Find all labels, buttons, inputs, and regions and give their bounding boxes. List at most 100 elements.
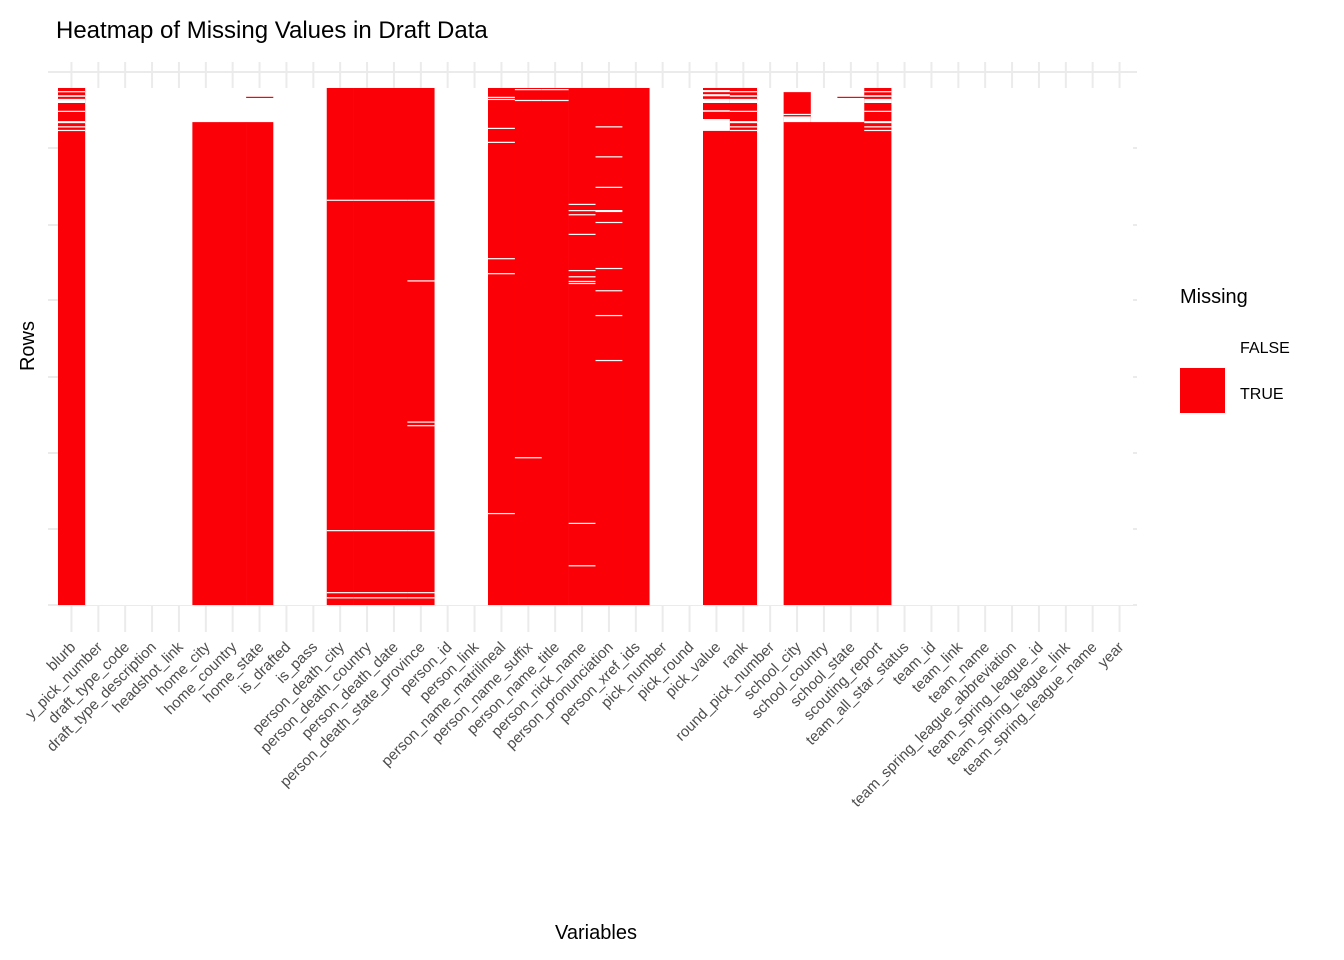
missing-tile-school_state bbox=[837, 122, 865, 605]
present-gap bbox=[407, 199, 435, 201]
present-gap bbox=[568, 522, 596, 524]
x-axis-labels: blurby_pick_numberdraft_type_codedraft_t… bbox=[22, 638, 1127, 810]
missing-tile-school_city bbox=[783, 92, 811, 606]
legend-label-true: TRUE bbox=[1240, 386, 1284, 403]
present-gap bbox=[58, 110, 86, 112]
present-gap bbox=[380, 592, 408, 594]
missing-tile-person_name_suffix bbox=[514, 88, 543, 605]
present-gap bbox=[514, 457, 543, 459]
present-gap bbox=[407, 592, 435, 594]
present-gap bbox=[326, 199, 354, 201]
present-gap bbox=[407, 421, 435, 423]
present-gap bbox=[58, 95, 86, 97]
present-gap bbox=[595, 156, 623, 158]
missing-tile-person_death_date bbox=[380, 88, 408, 605]
present-gap bbox=[326, 530, 354, 532]
present-gap bbox=[488, 273, 516, 275]
missing-tile-home_state bbox=[246, 122, 274, 605]
missing-tile-person_xref_ids bbox=[622, 88, 650, 605]
missing-tile-home_city bbox=[192, 122, 220, 605]
missing-tile-extra bbox=[246, 96, 274, 98]
present-gap bbox=[864, 98, 892, 103]
present-gap bbox=[488, 512, 516, 515]
present-gap bbox=[58, 91, 86, 93]
present-gap bbox=[595, 221, 623, 224]
chart-title: Heatmap of Missing Values in Draft Data bbox=[56, 17, 488, 44]
present-gap bbox=[380, 199, 408, 201]
present-gap bbox=[488, 127, 516, 130]
present-gap bbox=[568, 565, 596, 567]
present-gap bbox=[703, 119, 731, 131]
heatmap-tiles bbox=[58, 88, 1133, 606]
missing-tile-person_death_country bbox=[353, 88, 381, 605]
present-gap bbox=[407, 280, 435, 282]
present-gap bbox=[568, 276, 596, 278]
legend-key-true bbox=[1180, 368, 1225, 413]
present-gap bbox=[568, 269, 596, 272]
missing-tile-person_death_city bbox=[326, 88, 354, 605]
missing-tile-person_death_state_province bbox=[407, 88, 435, 605]
present-gap bbox=[864, 129, 892, 132]
x-tick-label: year bbox=[1095, 639, 1128, 672]
present-gap bbox=[407, 597, 435, 599]
present-gap bbox=[703, 94, 731, 97]
missing-tile-person_name_matrilineal bbox=[488, 88, 516, 605]
legend-title: Missing bbox=[1180, 286, 1248, 308]
present-gap bbox=[864, 126, 892, 128]
present-gap bbox=[488, 96, 516, 98]
present-gap bbox=[568, 214, 596, 216]
present-gap bbox=[729, 110, 758, 112]
present-gap bbox=[58, 121, 86, 124]
present-gap bbox=[729, 129, 758, 132]
present-gap bbox=[407, 425, 435, 427]
missing-tile-person_pronunciation bbox=[595, 88, 623, 605]
present-gap bbox=[783, 116, 811, 123]
present-gap bbox=[407, 530, 435, 532]
missing-tile-home_country bbox=[219, 122, 247, 605]
x-axis-title: Variables bbox=[555, 922, 637, 944]
present-gap bbox=[488, 258, 516, 260]
present-gap bbox=[729, 121, 758, 124]
present-gap bbox=[58, 129, 86, 132]
y-axis-title: Rows bbox=[17, 321, 39, 371]
present-gap bbox=[353, 592, 381, 594]
present-gap bbox=[353, 597, 381, 599]
missing-tile-person_name_title bbox=[541, 88, 569, 605]
missing-tile-blurb bbox=[58, 88, 86, 605]
present-gap bbox=[353, 530, 381, 532]
present-gap bbox=[703, 90, 731, 93]
present-gap bbox=[541, 99, 569, 102]
present-gap bbox=[380, 530, 408, 532]
present-gap bbox=[326, 592, 354, 594]
present-gap bbox=[58, 126, 86, 128]
present-gap bbox=[514, 99, 543, 102]
missing-tile-scouting_report bbox=[864, 88, 892, 605]
present-gap bbox=[380, 597, 408, 599]
missing-tile-extra bbox=[837, 96, 865, 98]
present-gap bbox=[703, 98, 731, 103]
present-gap bbox=[568, 233, 596, 235]
present-gap bbox=[568, 203, 596, 206]
present-gap bbox=[595, 126, 623, 128]
present-gap bbox=[353, 199, 381, 201]
missing-tile-school_country bbox=[810, 122, 838, 605]
present-gap bbox=[864, 110, 892, 112]
present-gap bbox=[488, 98, 516, 101]
legend-label-false: FALSE bbox=[1240, 340, 1290, 357]
present-gap bbox=[488, 141, 516, 143]
legend-key-false bbox=[1180, 322, 1225, 367]
present-gap bbox=[703, 110, 731, 112]
missing-tile-person_nick_name bbox=[568, 88, 596, 605]
present-gap bbox=[783, 113, 811, 116]
missing-tile-rank bbox=[729, 88, 758, 605]
present-gap bbox=[729, 91, 758, 93]
present-gap bbox=[541, 89, 569, 91]
present-gap bbox=[729, 126, 758, 128]
present-gap bbox=[326, 597, 354, 599]
present-gap bbox=[58, 98, 86, 103]
present-gap bbox=[568, 280, 596, 283]
present-gap bbox=[595, 210, 623, 213]
present-gap bbox=[864, 91, 892, 93]
present-gap bbox=[729, 98, 758, 103]
